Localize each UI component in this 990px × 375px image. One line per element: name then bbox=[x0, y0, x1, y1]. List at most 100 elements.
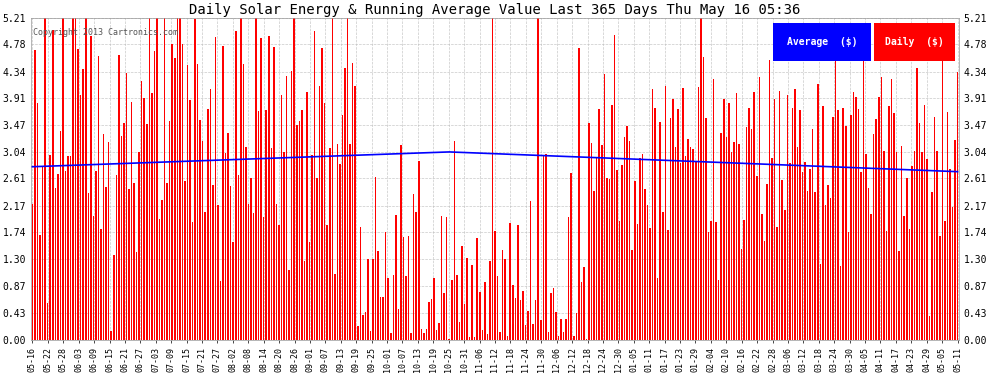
Bar bbox=[416, 212, 417, 340]
Bar bbox=[408, 236, 409, 340]
Bar bbox=[291, 71, 292, 340]
Bar bbox=[922, 152, 923, 340]
Bar bbox=[898, 251, 900, 340]
Bar bbox=[75, 18, 76, 340]
Bar bbox=[570, 172, 572, 340]
Bar bbox=[700, 18, 702, 340]
Bar bbox=[873, 134, 874, 340]
Bar bbox=[857, 110, 859, 340]
Bar bbox=[281, 95, 282, 340]
Bar bbox=[263, 217, 264, 340]
Bar bbox=[80, 95, 81, 340]
Bar bbox=[565, 320, 567, 340]
Bar bbox=[916, 69, 918, 340]
Bar bbox=[296, 125, 298, 340]
Bar bbox=[129, 189, 130, 340]
Bar bbox=[609, 178, 610, 340]
Bar bbox=[515, 298, 516, 340]
Bar bbox=[346, 18, 348, 340]
Bar bbox=[530, 201, 532, 340]
Bar bbox=[956, 72, 958, 340]
Bar bbox=[40, 235, 41, 340]
Bar bbox=[937, 152, 938, 340]
Bar bbox=[789, 164, 791, 340]
Bar bbox=[606, 178, 608, 340]
Bar bbox=[543, 155, 545, 340]
Bar bbox=[632, 250, 633, 340]
Bar bbox=[45, 18, 46, 340]
Bar bbox=[42, 166, 44, 340]
Bar bbox=[158, 219, 160, 340]
Bar bbox=[736, 93, 738, 340]
Bar bbox=[494, 231, 496, 340]
Bar bbox=[804, 162, 806, 340]
Bar bbox=[85, 18, 86, 340]
Bar bbox=[288, 270, 290, 340]
Bar bbox=[340, 164, 341, 340]
Bar bbox=[634, 181, 636, 340]
Bar bbox=[763, 241, 765, 340]
Bar bbox=[426, 328, 427, 340]
Bar bbox=[786, 95, 788, 340]
Bar bbox=[116, 176, 117, 340]
Bar bbox=[904, 216, 905, 340]
Bar bbox=[332, 18, 333, 340]
Bar bbox=[299, 121, 300, 340]
Bar bbox=[278, 225, 280, 340]
Bar bbox=[453, 141, 455, 340]
Bar bbox=[657, 278, 658, 340]
Bar bbox=[825, 204, 827, 340]
Bar bbox=[591, 142, 592, 340]
Bar bbox=[52, 30, 53, 340]
Bar bbox=[911, 166, 913, 340]
Bar bbox=[893, 113, 895, 340]
Bar bbox=[212, 185, 214, 340]
Bar bbox=[941, 58, 943, 340]
Bar bbox=[622, 165, 623, 340]
Bar bbox=[351, 63, 353, 340]
Bar bbox=[255, 18, 256, 340]
Bar bbox=[322, 48, 323, 340]
Bar bbox=[156, 18, 157, 340]
Bar bbox=[533, 324, 534, 340]
Bar bbox=[751, 129, 752, 340]
Bar bbox=[151, 93, 152, 340]
Bar bbox=[448, 339, 450, 340]
Bar bbox=[664, 86, 666, 340]
Bar bbox=[769, 60, 770, 340]
Bar bbox=[654, 108, 656, 340]
Bar bbox=[557, 336, 559, 340]
Bar bbox=[502, 251, 503, 340]
Bar bbox=[163, 18, 165, 340]
Bar bbox=[685, 156, 686, 340]
Bar bbox=[578, 48, 579, 340]
Bar bbox=[220, 281, 221, 340]
Bar bbox=[395, 214, 397, 340]
Bar bbox=[243, 64, 245, 340]
Bar bbox=[233, 243, 234, 340]
Bar bbox=[387, 278, 389, 340]
Bar bbox=[510, 223, 511, 340]
Bar bbox=[252, 213, 254, 340]
Bar bbox=[929, 316, 931, 340]
Bar bbox=[667, 230, 668, 340]
Bar bbox=[934, 117, 936, 340]
Text: Daily  ($): Daily ($) bbox=[885, 37, 943, 47]
Bar bbox=[327, 225, 328, 340]
Bar bbox=[458, 322, 460, 340]
Bar bbox=[784, 210, 785, 340]
Bar bbox=[411, 333, 412, 340]
Bar bbox=[627, 126, 628, 340]
Bar bbox=[906, 178, 908, 340]
Bar bbox=[108, 142, 110, 340]
Bar bbox=[838, 110, 839, 340]
Bar bbox=[230, 186, 232, 340]
Bar bbox=[896, 152, 897, 340]
Bar bbox=[499, 332, 501, 340]
Bar bbox=[669, 118, 671, 340]
Bar bbox=[886, 231, 887, 340]
Text: Average  ($): Average ($) bbox=[787, 37, 857, 47]
Bar bbox=[919, 123, 921, 340]
Bar bbox=[723, 99, 725, 340]
Bar bbox=[731, 152, 733, 340]
